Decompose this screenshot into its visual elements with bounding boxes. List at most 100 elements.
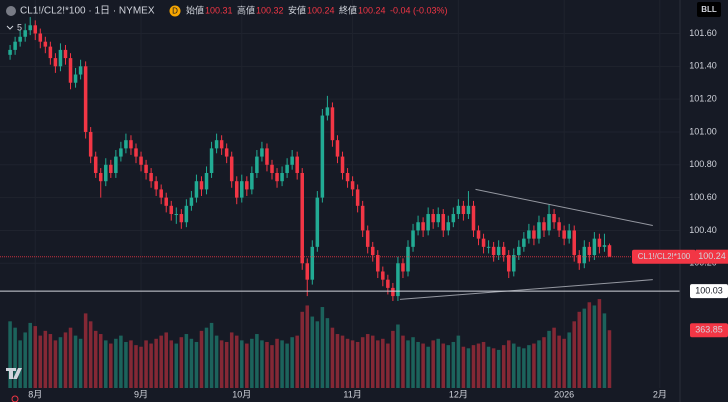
candle-body: [396, 263, 400, 297]
volume-bar: [365, 334, 370, 388]
candle-body: [219, 140, 224, 149]
volume-bar: [164, 332, 168, 388]
candle-body: [119, 148, 123, 157]
candle-body: [486, 246, 491, 248]
volume-bar: [391, 330, 395, 388]
candle-body: [365, 230, 370, 247]
volume-bar: [381, 338, 385, 388]
volume-bar: [275, 338, 279, 388]
volume-bar: [386, 343, 390, 388]
candle-body: [471, 205, 476, 231]
candle-body: [194, 181, 199, 198]
candle-body: [93, 156, 98, 173]
volume-bar: [214, 335, 219, 388]
candle-body: [250, 172, 254, 190]
volume-bar: [335, 334, 340, 388]
candle-body: [411, 230, 415, 247]
legend-value: 100.24: [307, 5, 335, 15]
volume-bar: [184, 334, 189, 388]
volume-bar: [73, 335, 78, 388]
candle-body: [83, 66, 88, 132]
x-tick-label: 2026: [554, 389, 574, 399]
volume-bar: [98, 334, 103, 388]
volume-bar: [542, 337, 546, 388]
candle-body: [522, 238, 526, 247]
volume-bar: [562, 338, 566, 388]
y-tick-label: 100.60: [689, 192, 717, 202]
candle-body: [441, 214, 446, 231]
candle-body: [63, 49, 68, 59]
volume-bar: [285, 343, 289, 388]
candle-body: [532, 230, 536, 239]
volume-bar: [572, 321, 576, 388]
volume-bar: [169, 340, 174, 388]
legend-label: 安値: [288, 4, 306, 15]
volume-bar: [68, 327, 73, 388]
candle-body: [582, 246, 587, 264]
symbol-tag-bg: [632, 249, 696, 264]
candle-body: [58, 49, 63, 67]
candle-body: [109, 164, 113, 173]
volume-bar: [174, 343, 179, 388]
volume-bar: [532, 343, 536, 388]
candle-body: [265, 148, 269, 165]
candle-body: [466, 205, 471, 215]
candle-body: [592, 238, 597, 256]
volume-bar: [436, 338, 440, 388]
candle-body: [376, 255, 380, 272]
candle-body: [542, 222, 546, 231]
candle-body: [416, 222, 420, 231]
candle-body: [562, 230, 566, 239]
volume-bar: [240, 340, 244, 388]
volume-bar: [506, 340, 511, 388]
x-tick-label: 10月: [232, 389, 251, 399]
volume-bar: [310, 316, 315, 388]
candle-body: [491, 246, 496, 256]
indicator-count[interactable]: 5: [17, 22, 22, 32]
candle-body: [53, 58, 58, 67]
x-tick-label: 2月: [653, 389, 667, 399]
volume-bar: [607, 330, 612, 388]
volume-bar: [522, 348, 526, 388]
volume-bar: [8, 321, 12, 388]
candle-body: [33, 25, 38, 34]
volume-bar: [476, 343, 481, 388]
alert-icon: [11, 395, 19, 402]
y-tick-label: 101.60: [689, 28, 717, 38]
volume-bar: [340, 335, 345, 388]
volume-bar: [219, 340, 224, 388]
candle-body: [290, 156, 294, 165]
candle-body: [300, 172, 304, 264]
volume-bar: [401, 335, 405, 388]
volume-bar: [446, 345, 451, 388]
candle-body: [512, 255, 516, 272]
volume-bar: [43, 330, 48, 388]
candle-body: [587, 246, 592, 256]
volume-bar: [350, 340, 355, 388]
candle-body: [43, 41, 48, 47]
candle-body: [506, 255, 511, 272]
volume-bar: [260, 340, 264, 388]
volume-bar: [229, 332, 234, 388]
volume-bar: [345, 338, 350, 388]
volume-bar: [109, 343, 113, 388]
candle-body: [88, 131, 93, 157]
volume-bar: [144, 340, 148, 388]
volume-bar: [129, 340, 133, 388]
collapse-toggle[interactable]: [6, 25, 14, 30]
volume-bar: [431, 340, 435, 388]
price-tag-bg: [690, 284, 728, 299]
volume-bar: [93, 330, 98, 388]
volume-bar: [83, 313, 88, 388]
candle-body: [134, 148, 138, 157]
candle-body: [114, 156, 118, 173]
candle-body: [355, 189, 360, 206]
candle-body: [340, 156, 345, 173]
candle-body: [169, 205, 174, 215]
y-tick-label: 100.80: [689, 159, 717, 169]
volume-bar: [355, 341, 360, 388]
candle-body: [204, 172, 209, 190]
logo: [6, 368, 22, 379]
candle-body: [401, 263, 405, 272]
volume-tag-bg: [690, 323, 728, 338]
